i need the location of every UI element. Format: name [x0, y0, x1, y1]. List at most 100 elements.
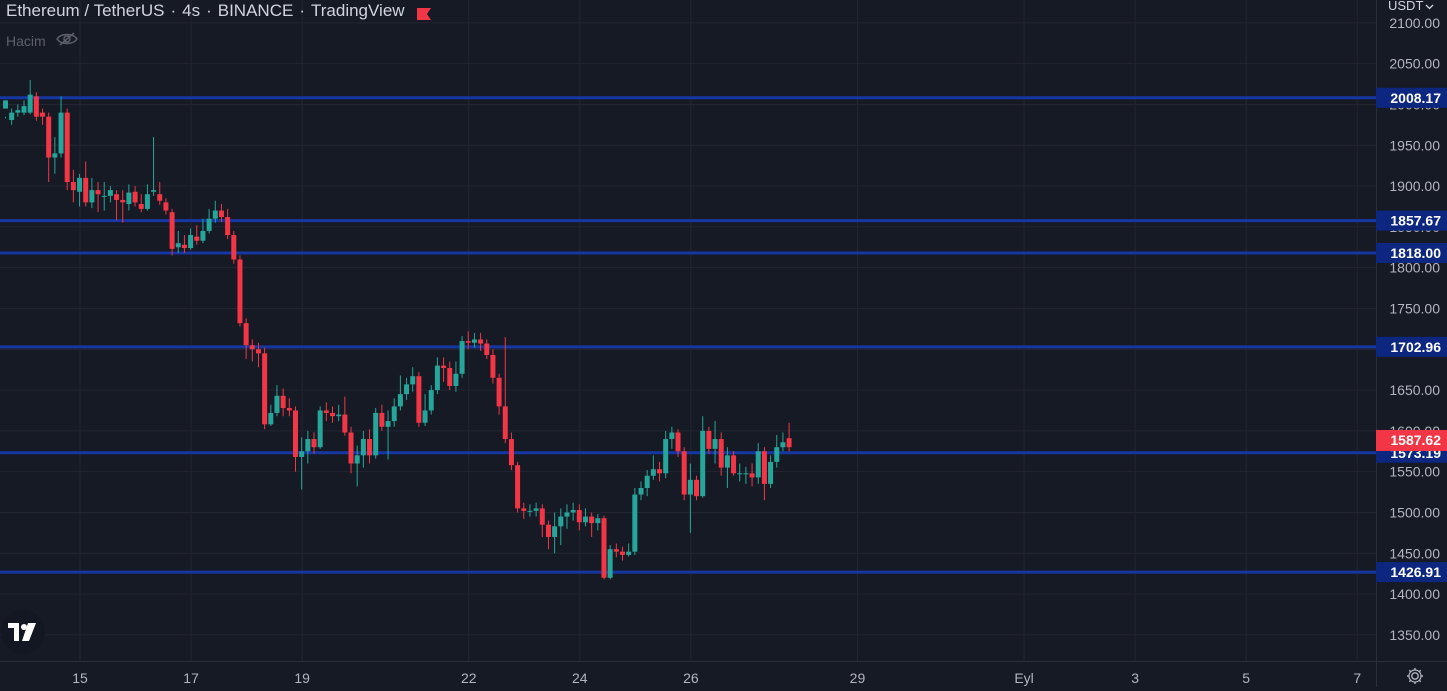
exchange-label[interactable]: BINANCE: [217, 1, 294, 20]
candle-body: [46, 116, 52, 158]
level-price-label: 1857.67: [1390, 213, 1441, 229]
candle-body: [576, 510, 582, 523]
time-tick-label: 19: [294, 670, 310, 686]
candle-body: [311, 439, 317, 448]
candle-body: [712, 439, 718, 449]
currency-selector[interactable]: USDT: [1388, 0, 1434, 13]
level-price-label-bg: [1376, 210, 1447, 231]
candle-body: [626, 551, 632, 555]
candle-body: [589, 516, 595, 524]
price-tick-label: 1800.00: [1389, 260, 1440, 276]
currency-label: USDT: [1388, 0, 1424, 13]
candle-body: [249, 345, 255, 350]
candle-body: [360, 439, 366, 456]
candle-body: [212, 210, 218, 219]
candle-body: [181, 244, 187, 249]
candle-body: [496, 377, 502, 407]
volume-label: Hacim: [6, 32, 46, 49]
price-tick-label: 1400.00: [1389, 586, 1440, 602]
candle-body: [70, 181, 76, 191]
time-tick-label: 5: [1242, 670, 1250, 686]
candle-body: [681, 451, 687, 495]
candle-body: [126, 192, 132, 205]
candle-body: [305, 439, 311, 452]
candle-body: [243, 323, 249, 346]
candle-body: [225, 217, 231, 236]
tradingview-logo-icon[interactable]: [1, 610, 45, 654]
candle-body: [502, 406, 508, 440]
candle-body: [280, 395, 286, 409]
candle-body: [397, 394, 403, 407]
level-price-label: 2008.17: [1390, 90, 1441, 106]
flag-icon[interactable]: [416, 5, 431, 20]
level-price-label-bg: [1376, 562, 1447, 583]
price-tick-label: 2050.00: [1389, 56, 1440, 72]
candle-body: [533, 508, 539, 511]
candle-body: [274, 395, 280, 413]
candle-body: [348, 432, 354, 464]
time-tick-label: 22: [461, 670, 477, 686]
candle-body: [163, 202, 169, 211]
candle-body: [120, 199, 126, 203]
last-price-label: 1587.62: [1390, 432, 1441, 448]
candle-body: [780, 442, 786, 448]
candle-body: [786, 438, 792, 448]
candle-body: [367, 439, 373, 456]
candle-body: [58, 112, 64, 154]
candle-body: [77, 177, 83, 192]
candle-body: [27, 94, 33, 113]
legend-separator: ·: [299, 1, 305, 20]
candle-body: [657, 469, 663, 474]
candle-body: [595, 518, 601, 524]
level-price-label: 1818.00: [1390, 245, 1441, 261]
time-tick-label: 17: [183, 670, 199, 686]
candle-body: [447, 368, 453, 386]
time-tick-label: 29: [850, 670, 866, 686]
candle-body: [601, 518, 607, 578]
candle-body: [428, 390, 434, 411]
symbol-name[interactable]: Ethereum / TetherUS: [6, 1, 165, 20]
candle-body: [342, 414, 348, 433]
candle-body: [731, 455, 737, 474]
candle-body: [132, 191, 138, 203]
candle-body: [453, 373, 459, 386]
candle-body: [663, 439, 669, 474]
interval-label[interactable]: 4s: [182, 1, 201, 20]
candle-body: [737, 473, 743, 475]
settings-gear-icon[interactable]: [1405, 666, 1425, 686]
candle-body: [385, 421, 391, 427]
candle-body: [323, 410, 329, 413]
chevron-down-icon: [1425, 0, 1434, 13]
candle-body: [188, 235, 194, 249]
candle-body: [441, 365, 447, 369]
price-tick-label: 1750.00: [1389, 300, 1440, 316]
candle-body: [52, 153, 58, 158]
candle-body: [95, 190, 101, 195]
candle-body: [527, 510, 533, 512]
candle-body: [299, 451, 305, 457]
candle-body: [218, 210, 224, 218]
candle-body: [749, 473, 755, 478]
candle-body: [724, 455, 730, 468]
candle-body: [632, 494, 638, 552]
volume-indicator[interactable]: Hacim: [6, 31, 78, 50]
price-tick-label: 1900.00: [1389, 178, 1440, 194]
candle-body: [40, 112, 46, 117]
candle-body: [144, 194, 150, 209]
candle-body: [373, 412, 379, 456]
candle-body: [157, 194, 163, 201]
candle-body: [644, 475, 650, 488]
candle-body: [774, 447, 780, 462]
candle-body: [33, 96, 39, 117]
time-tick-label: Eyl: [1014, 670, 1033, 686]
candle-body: [292, 410, 298, 457]
candle-body: [743, 473, 749, 475]
level-price-label-bg: [1376, 242, 1447, 263]
candle-body: [607, 549, 613, 578]
candle-body: [114, 194, 120, 200]
candle-body: [404, 384, 410, 395]
candle-body: [416, 376, 422, 423]
eye-crossed-icon[interactable]: [55, 31, 78, 50]
